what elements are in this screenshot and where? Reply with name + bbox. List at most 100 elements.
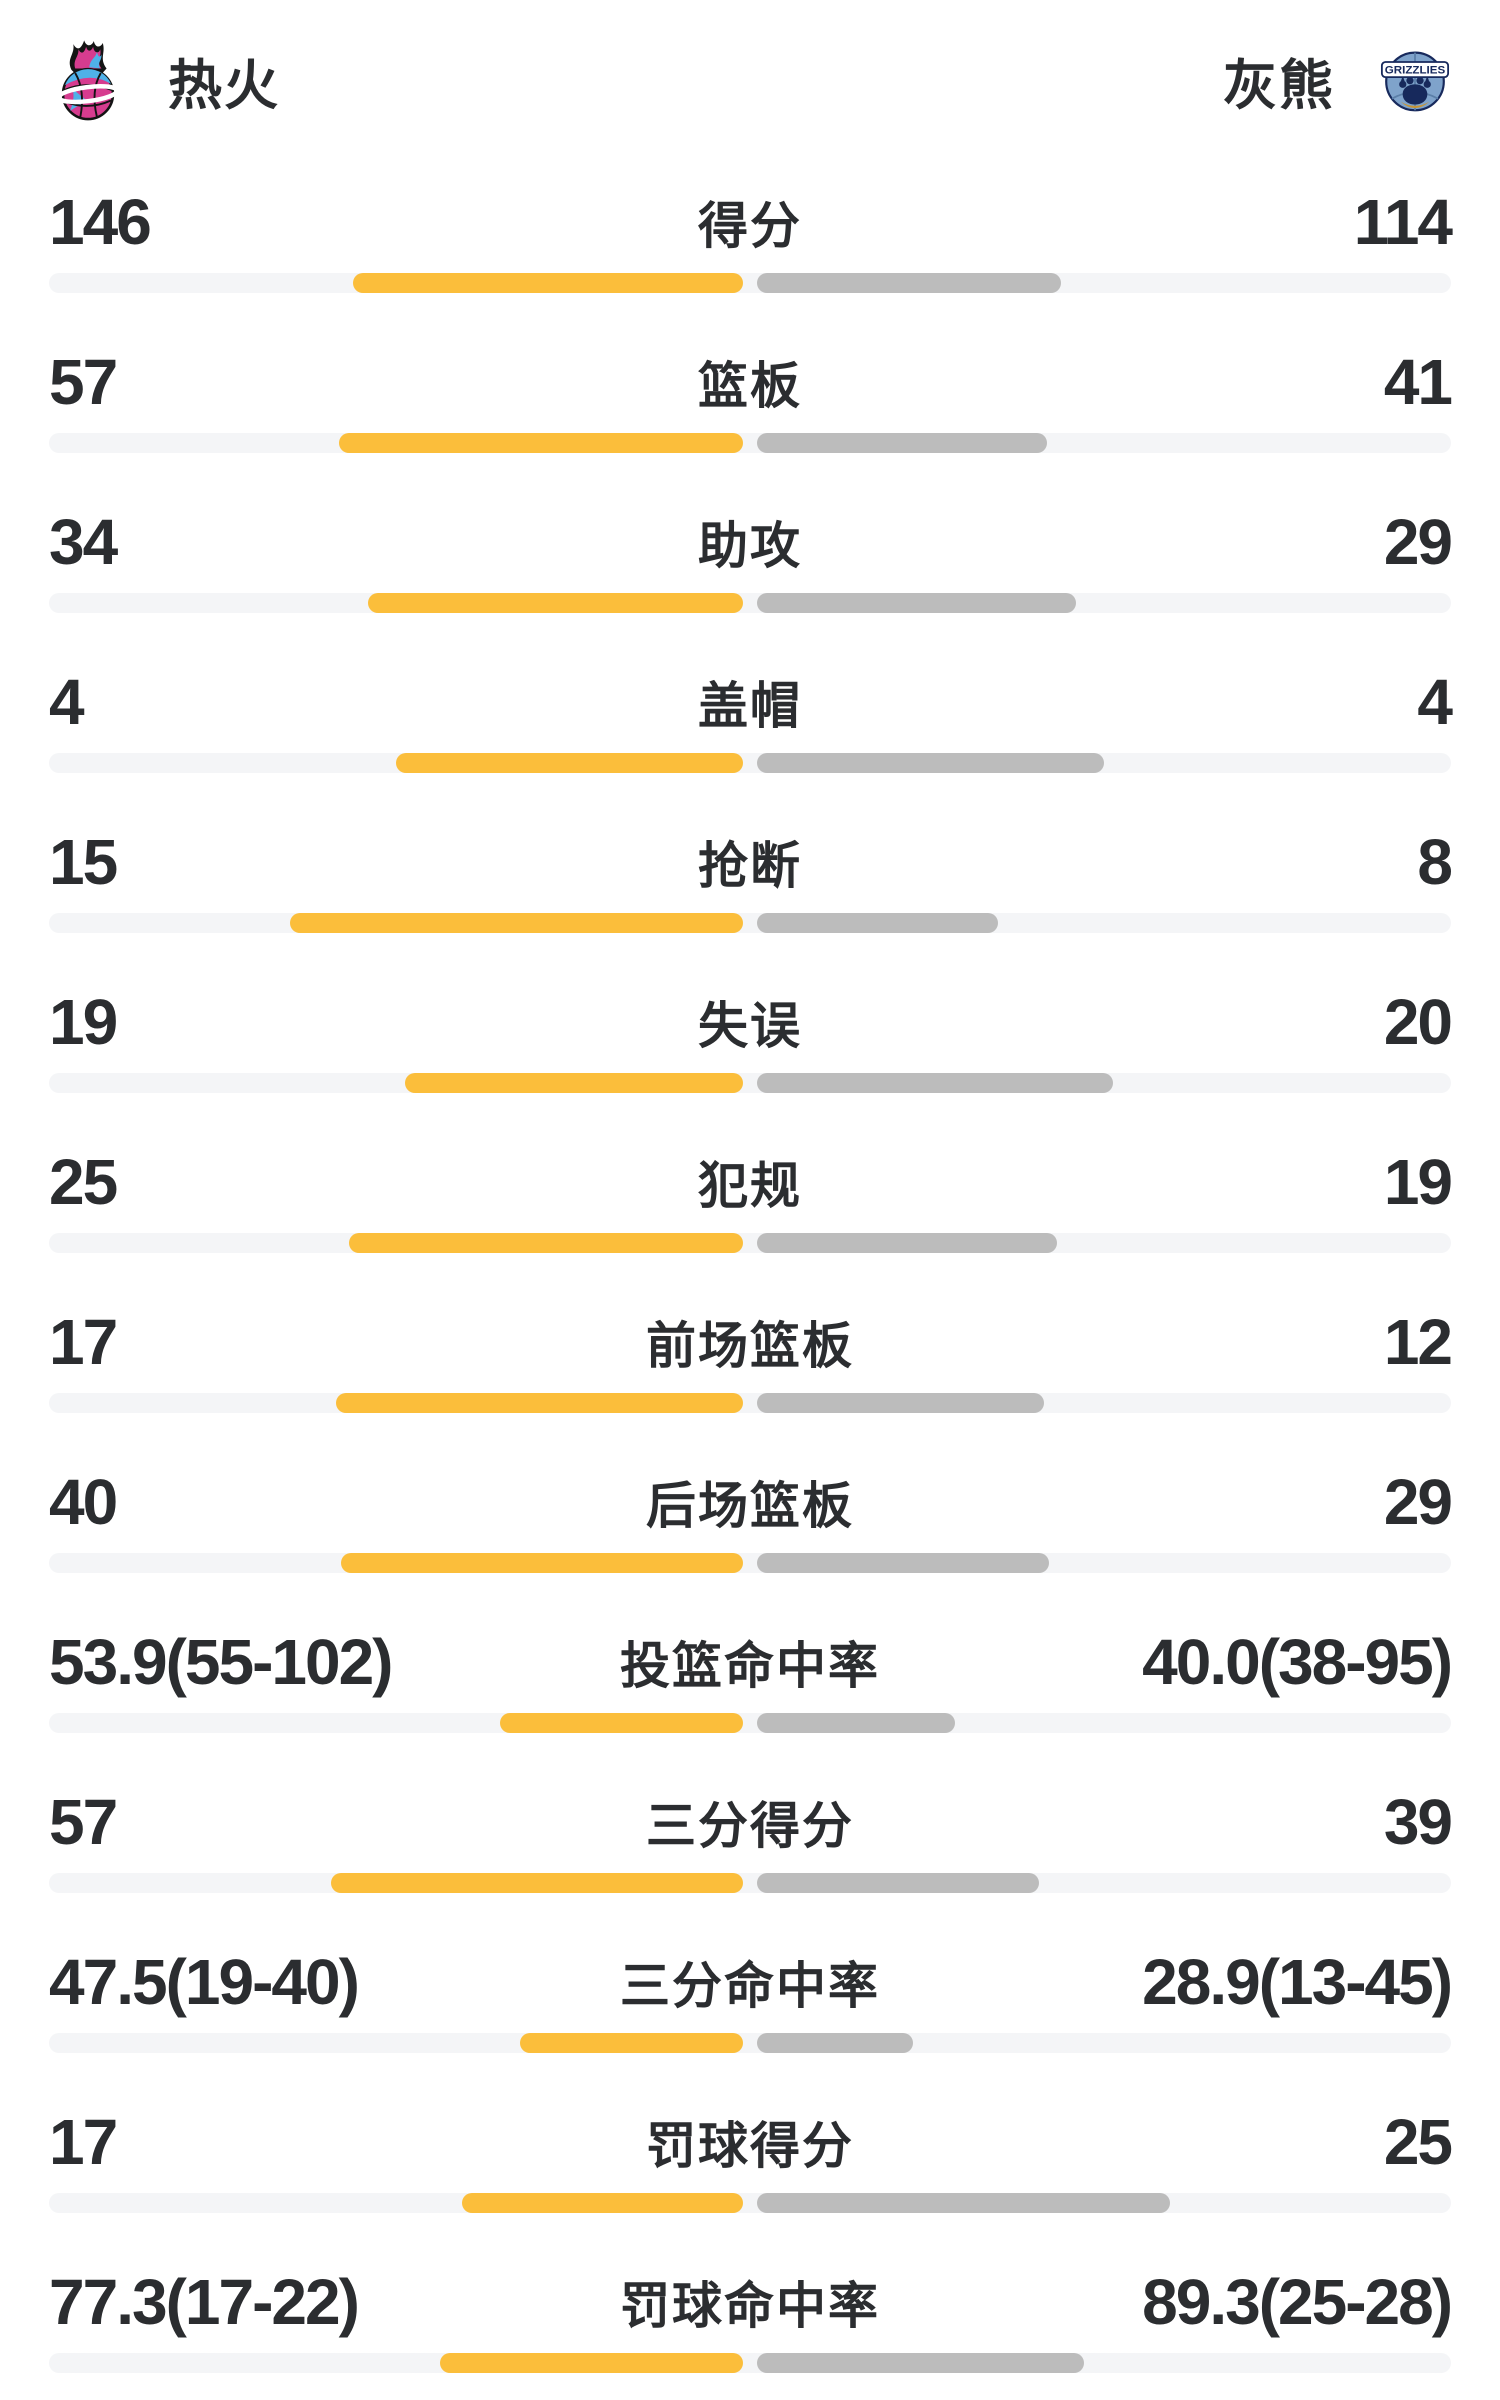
stat-bar xyxy=(49,1073,1451,1093)
right-bar-fill xyxy=(757,2353,1085,2373)
right-bar-fill xyxy=(757,1713,956,1733)
left-bar-fill xyxy=(368,593,743,613)
stat-label: 后场篮板 xyxy=(646,1478,854,1534)
left-value: 19 xyxy=(49,986,118,1058)
right-bar-fill xyxy=(757,913,999,933)
left-bar-fill xyxy=(336,1393,743,1413)
stat-row-assists: 34 助攻 29 xyxy=(0,480,1500,640)
left-value: 25 xyxy=(49,1146,118,1218)
stat-bar xyxy=(49,433,1451,453)
stat-bar xyxy=(49,1233,1451,1253)
right-value: 4 xyxy=(1417,666,1453,738)
svg-text:GRIZZLIES: GRIZZLIES xyxy=(1385,65,1445,77)
right-value: 28.9(13-45) xyxy=(1142,1946,1453,2018)
grizzlies-logo-icon: GRIZZLIES xyxy=(1380,51,1450,112)
stat-row-defensive-rebounds: 40 后场篮板 29 xyxy=(0,1440,1500,1600)
left-bar-fill xyxy=(396,753,743,773)
right-value: 25 xyxy=(1383,2106,1453,2178)
stat-row-points: 146 得分 114 xyxy=(0,160,1500,320)
stat-row-three-point-pct: 47.5(19-40) 三分命中率 28.9(13-45) xyxy=(0,1920,1500,2080)
stat-bar xyxy=(49,913,1451,933)
left-bar-fill xyxy=(462,2193,743,2213)
stat-bar xyxy=(49,2193,1451,2213)
right-value: 114 xyxy=(1353,186,1453,258)
stat-bar xyxy=(49,593,1451,613)
right-value: 41 xyxy=(1383,346,1453,418)
stat-label: 罚球命中率 xyxy=(620,2278,880,2334)
stat-bar xyxy=(49,1713,1451,1733)
stats-comparison-list: 146 得分 114 57 篮板 41 34 助攻 29 xyxy=(0,160,1500,2400)
left-bar-fill xyxy=(404,1073,743,1093)
stat-label: 盖帽 xyxy=(698,678,802,734)
left-bar-fill xyxy=(339,433,743,453)
team-left-name: 热火 xyxy=(168,55,280,116)
stat-bar xyxy=(49,273,1451,293)
right-value: 39 xyxy=(1383,1786,1453,1858)
stat-row-offensive-rebounds: 17 前场篮板 12 xyxy=(0,1280,1500,1440)
right-bar-fill xyxy=(757,753,1104,773)
right-bar-fill xyxy=(757,433,1048,453)
stat-bar xyxy=(49,753,1451,773)
left-value: 77.3(17-22) xyxy=(49,2266,360,2338)
stat-label: 失误 xyxy=(698,998,802,1054)
right-value: 8 xyxy=(1417,826,1453,898)
stat-label: 前场篮板 xyxy=(646,1318,854,1374)
header: 热火 GRIZZLIES 灰熊 xyxy=(0,0,1500,160)
stat-row-turnovers: 19 失误 20 xyxy=(0,960,1500,1120)
stat-label: 助攻 xyxy=(698,518,802,574)
heat-logo-icon xyxy=(56,40,120,121)
stat-row-free-throw-pct: 77.3(17-22) 罚球命中率 89.3(25-28) xyxy=(0,2240,1500,2400)
left-bar-fill xyxy=(440,2353,743,2373)
team-right: GRIZZLIES 灰熊 xyxy=(1223,0,1451,160)
left-bar-fill xyxy=(330,1873,743,1893)
left-bar-fill xyxy=(499,1713,743,1733)
right-bar-fill xyxy=(757,1873,1039,1893)
stat-bar xyxy=(49,2353,1451,2373)
left-value: 146 xyxy=(49,186,152,258)
left-value: 57 xyxy=(49,346,118,418)
left-value: 47.5(19-40) xyxy=(49,1946,360,2018)
left-value: 15 xyxy=(49,826,118,898)
right-value: 19 xyxy=(1383,1146,1453,1218)
left-bar-fill xyxy=(290,913,743,933)
stat-label: 罚球得分 xyxy=(646,2118,854,2174)
stat-bar xyxy=(49,1873,1451,1893)
team-left: 热火 xyxy=(56,0,280,160)
stat-row-blocks: 4 盖帽 4 xyxy=(0,640,1500,800)
left-value: 34 xyxy=(49,506,118,578)
right-value: 20 xyxy=(1383,986,1453,1058)
stat-label: 抢断 xyxy=(698,838,802,894)
left-bar-fill xyxy=(353,273,743,293)
left-value: 17 xyxy=(49,2106,118,2178)
stat-label: 三分命中率 xyxy=(620,1958,880,2014)
stat-row-fouls: 25 犯规 19 xyxy=(0,1120,1500,1280)
right-value: 40.0(38-95) xyxy=(1142,1626,1453,1698)
right-value: 89.3(25-28) xyxy=(1142,2266,1453,2338)
left-bar-fill xyxy=(340,1553,743,1573)
stat-bar xyxy=(49,2033,1451,2053)
stat-bar xyxy=(49,1393,1451,1413)
stat-row-rebounds: 57 篮板 41 xyxy=(0,320,1500,480)
left-value: 17 xyxy=(49,1306,118,1378)
right-bar-fill xyxy=(757,593,1077,613)
stat-label: 投篮命中率 xyxy=(620,1638,880,1694)
stat-label: 犯规 xyxy=(698,1158,802,1214)
stat-row-field-goal-pct: 53.9(55-102) 投篮命中率 40.0(38-95) xyxy=(0,1600,1500,1760)
right-bar-fill xyxy=(757,1553,1049,1573)
stat-label: 三分得分 xyxy=(646,1798,854,1854)
right-bar-fill xyxy=(757,1393,1045,1413)
left-value: 57 xyxy=(49,1786,118,1858)
team-right-name: 灰熊 xyxy=(1223,55,1335,116)
stat-label: 得分 xyxy=(698,198,802,254)
right-bar-fill xyxy=(757,273,1062,293)
left-bar-fill xyxy=(348,1233,743,1253)
stat-row-steals: 15 抢断 8 xyxy=(0,800,1500,960)
right-bar-fill xyxy=(757,2033,913,2053)
right-value: 29 xyxy=(1383,506,1453,578)
stat-row-three-point-points: 57 三分得分 39 xyxy=(0,1760,1500,1920)
right-bar-fill xyxy=(757,1233,1057,1253)
left-value: 53.9(55-102) xyxy=(49,1626,393,1698)
left-value: 4 xyxy=(49,666,85,738)
stat-bar xyxy=(49,1553,1451,1573)
stat-label: 篮板 xyxy=(698,358,802,414)
